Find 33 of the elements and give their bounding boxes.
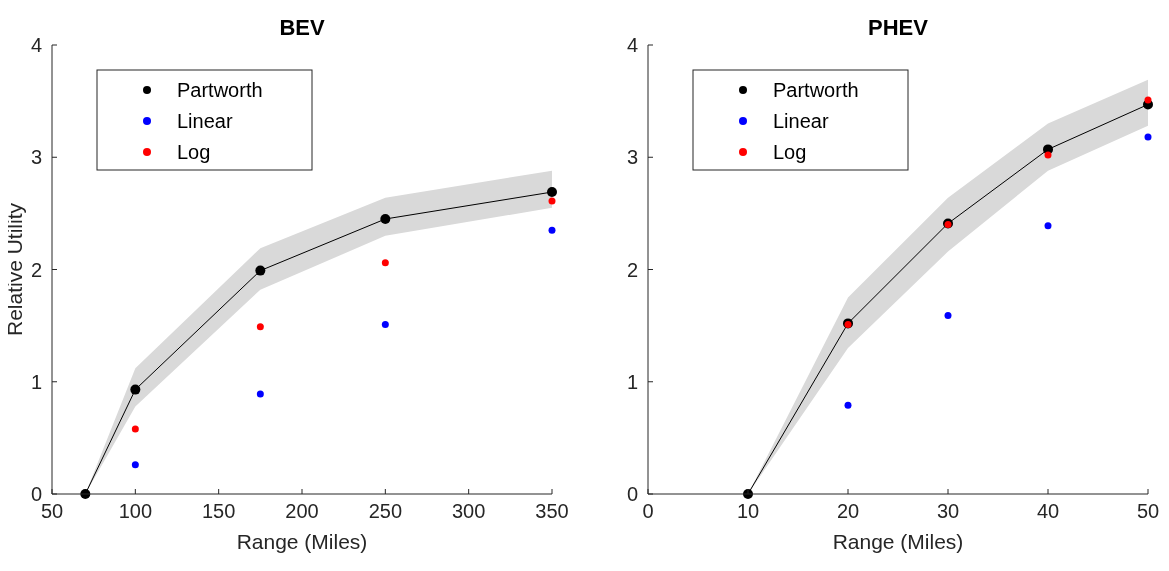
x-tick-label: 250 bbox=[368, 500, 403, 522]
x-tick-label: 50 bbox=[1136, 500, 1160, 522]
legend-label: Linear bbox=[773, 110, 829, 132]
y-tick-label: 2 bbox=[626, 258, 638, 281]
x-axis-title: Range (Miles) bbox=[832, 530, 964, 553]
x-tick-label: 30 bbox=[936, 500, 960, 522]
y-tick-label: 1 bbox=[30, 370, 42, 393]
y-tick-label: 2 bbox=[30, 258, 42, 281]
x-tick-label: 100 bbox=[118, 500, 153, 522]
y-tick-label: 1 bbox=[626, 370, 638, 393]
x-tick-label: 40 bbox=[1036, 500, 1060, 522]
legend-label: Log bbox=[177, 141, 211, 163]
chart-title: PHEV bbox=[868, 15, 929, 40]
x-tick-label: 20 bbox=[836, 500, 860, 522]
x-tick-label: 50 bbox=[40, 500, 64, 522]
x-tick-label: 200 bbox=[285, 500, 319, 522]
y-tick-label: 4 bbox=[30, 34, 42, 56]
legend-label: Log bbox=[773, 141, 807, 163]
legend-label: Partworth bbox=[177, 79, 263, 101]
y-tick-label: 3 bbox=[30, 146, 42, 169]
y-tick-label: 4 bbox=[626, 34, 638, 56]
x-tick-label: 350 bbox=[535, 500, 569, 522]
x-tick-label: 10 bbox=[736, 500, 760, 522]
legend-label: Partworth bbox=[773, 79, 859, 101]
y-tick-label: 0 bbox=[626, 483, 638, 505]
legend-label: Linear bbox=[177, 110, 233, 132]
x-axis-title: Range (Miles) bbox=[236, 530, 368, 553]
x-tick-label: 0 bbox=[642, 500, 654, 522]
y-tick-label: 0 bbox=[30, 483, 42, 505]
x-tick-label: 150 bbox=[201, 500, 236, 522]
x-tick-label: 300 bbox=[451, 500, 486, 522]
y-tick-label: 3 bbox=[626, 146, 638, 169]
chart-title: BEV bbox=[279, 15, 325, 40]
